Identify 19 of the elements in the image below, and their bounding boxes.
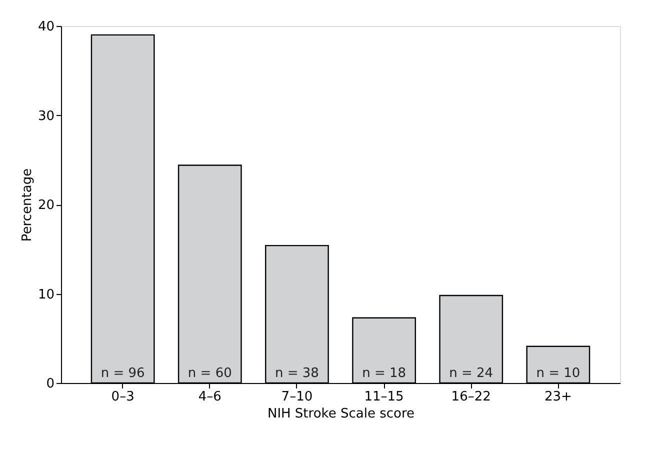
annotation: n = 60 <box>188 366 232 381</box>
y-tick-label: 30 <box>38 108 54 124</box>
y-axis-title: Percentage <box>20 168 35 242</box>
annotation: n = 96 <box>100 366 145 381</box>
x-tick-label: 7–10 <box>281 390 313 404</box>
x-tick-label: 0–3 <box>111 390 134 404</box>
x-tick-label: 23+ <box>544 390 572 404</box>
annotation: n = 38 <box>274 366 319 381</box>
x-tick-label: 16–22 <box>451 390 491 404</box>
y-tick-label: 40 <box>38 20 54 34</box>
x-tick-label: 4–6 <box>198 390 222 404</box>
x-tick-label: 11–15 <box>364 390 404 404</box>
annotation: n = 24 <box>449 366 494 381</box>
y-tick-label: 10 <box>38 287 54 302</box>
y-tick-label: 0 <box>46 376 54 392</box>
x-axis-title: NIH Stroke Scale score <box>267 406 415 422</box>
y-tick-label: 20 <box>38 198 54 213</box>
annotation: n = 10 <box>536 366 580 381</box>
annotation: n = 18 <box>362 366 406 381</box>
